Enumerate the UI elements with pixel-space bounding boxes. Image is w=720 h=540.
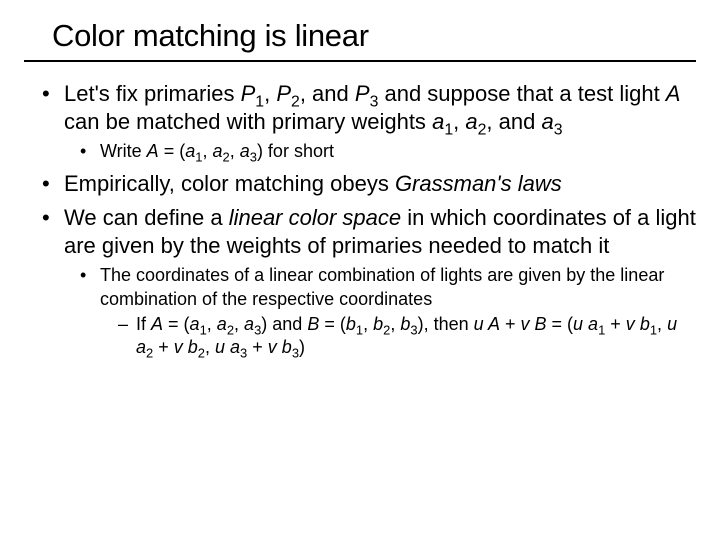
var: b [640, 314, 650, 334]
bullet-1-1: Write A = (a1, a2, a3) for short [64, 140, 696, 163]
text: + [153, 337, 174, 357]
var: B [307, 314, 319, 334]
text: , [234, 314, 244, 334]
sub: 3 [292, 346, 299, 361]
var-a: A [666, 81, 681, 106]
text: If [136, 314, 151, 334]
var: u [573, 314, 588, 334]
var: a [240, 141, 250, 161]
var: a [230, 337, 240, 357]
bullet-3: We can define a linear color space in wh… [32, 204, 696, 360]
var-a1: a [432, 109, 444, 134]
emph: linear color space [229, 205, 401, 230]
text: can be matched with primary weights [64, 109, 432, 134]
sub: 1 [255, 93, 264, 110]
text: , [657, 314, 667, 334]
text: Empirically, color matching obeys [64, 171, 395, 196]
var: v [268, 337, 282, 357]
text: , [207, 314, 217, 334]
bullet-3-1-1: If A = (a1, a2, a3) and B = (b1, b2, b3)… [100, 313, 696, 360]
sub: 2 [291, 93, 300, 110]
text: + [605, 314, 626, 334]
var: a [212, 141, 222, 161]
text: + [500, 314, 521, 334]
text: , [202, 141, 212, 161]
var: v [174, 337, 188, 357]
text: The coordinates of a linear combination … [100, 265, 664, 308]
var-a: A [147, 141, 159, 161]
text: and suppose that a test light [378, 81, 665, 106]
var: b [373, 314, 383, 334]
sub: 1 [356, 323, 363, 338]
var: a [185, 141, 195, 161]
var: b [282, 337, 292, 357]
text: + [247, 337, 268, 357]
var: u [667, 314, 677, 334]
var-p2: P [276, 81, 291, 106]
sub: 1 [444, 122, 453, 139]
text: = ( [319, 314, 346, 334]
text: = ( [159, 141, 186, 161]
emph: Grassman's laws [395, 171, 562, 196]
text: ), then [418, 314, 474, 334]
var: a [588, 314, 598, 334]
text: , [264, 81, 276, 106]
bullet-list-level-1: Let's fix primaries P1, P2, and P3 and s… [24, 80, 696, 360]
bullet-list-level-3: If A = (a1, a2, a3) and B = (b1, b2, b3)… [100, 313, 696, 360]
text: = ( [547, 314, 574, 334]
var: b [188, 337, 198, 357]
bullet-list-level-2: The coordinates of a linear combination … [64, 264, 696, 360]
text: , [205, 337, 215, 357]
bullet-1: Let's fix primaries P1, P2, and P3 and s… [32, 80, 696, 164]
var: v [626, 314, 640, 334]
var-p3: P [355, 81, 370, 106]
text: ) [299, 337, 305, 357]
text: ) for short [257, 141, 334, 161]
text: ) and [261, 314, 307, 334]
var: u [215, 337, 230, 357]
var: a [217, 314, 227, 334]
sub: 2 [227, 323, 234, 338]
var: v [520, 314, 534, 334]
var: a [244, 314, 254, 334]
sub: 3 [250, 150, 257, 165]
bullet-3-1: The coordinates of a linear combination … [64, 264, 696, 360]
sub: 2 [198, 346, 205, 361]
text: , [453, 109, 465, 134]
bullet-list-level-2: Write A = (a1, a2, a3) for short [64, 140, 696, 163]
var: B [535, 314, 547, 334]
bullet-2: Empirically, color matching obeys Grassm… [32, 170, 696, 198]
text: = ( [163, 314, 190, 334]
var: a [136, 337, 146, 357]
var: b [400, 314, 410, 334]
sub: 1 [650, 323, 657, 338]
text: Write [100, 141, 147, 161]
var-p1: P [241, 81, 256, 106]
text: , and [486, 109, 541, 134]
sub: 2 [222, 150, 229, 165]
text: We can define a [64, 205, 229, 230]
sub: 3 [554, 122, 563, 139]
var: a [190, 314, 200, 334]
var-a3: a [541, 109, 553, 134]
var: A [488, 314, 500, 334]
var: u [474, 314, 488, 334]
sub: 3 [410, 323, 417, 338]
text: , [230, 141, 240, 161]
var: A [151, 314, 163, 334]
var-a2: a [465, 109, 477, 134]
sub: 1 [200, 323, 207, 338]
var: b [346, 314, 356, 334]
slide-title: Color matching is linear [24, 18, 696, 62]
text: , [363, 314, 373, 334]
text: Let's fix primaries [64, 81, 241, 106]
text: , and [300, 81, 355, 106]
text: , [390, 314, 400, 334]
